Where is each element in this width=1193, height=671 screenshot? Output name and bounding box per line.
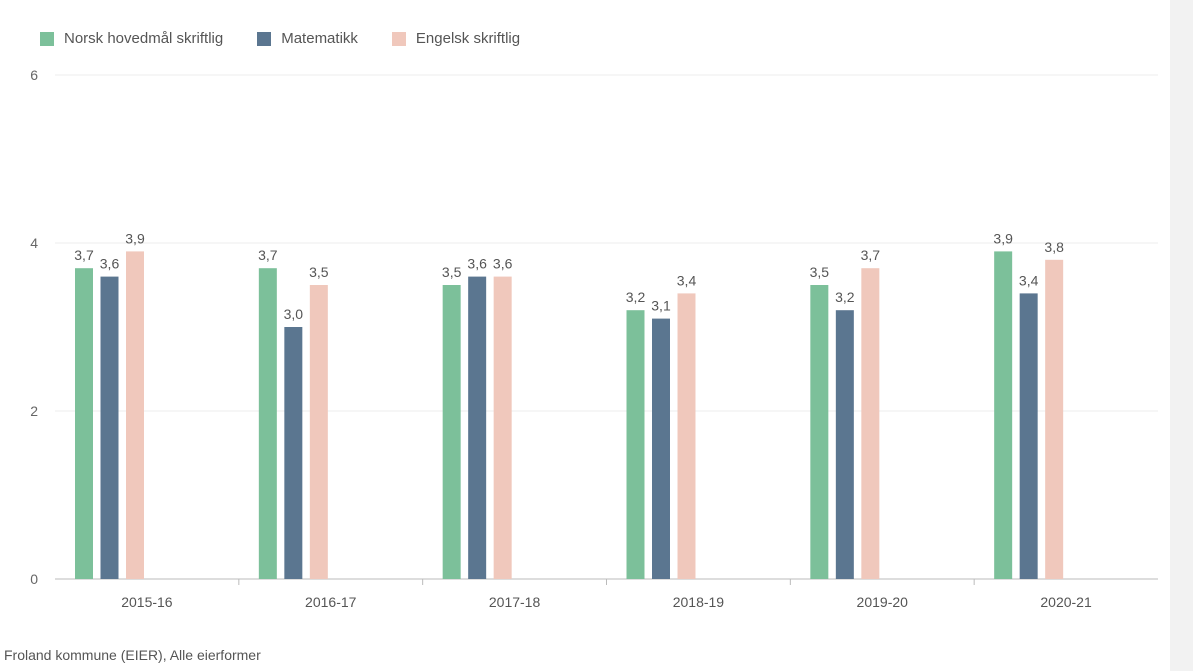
- bar: [126, 251, 144, 579]
- data-label: 3,6: [467, 256, 487, 272]
- data-label: 3,4: [1019, 272, 1039, 288]
- data-label: 3,6: [493, 256, 513, 272]
- data-label: 3,2: [626, 289, 646, 305]
- bar: [100, 276, 119, 579]
- bar: [1045, 259, 1064, 579]
- data-label: 3,0: [284, 306, 304, 322]
- bar: [442, 285, 461, 579]
- legend: Norsk hovedmål skriftlig Matematikk Enge…: [40, 30, 554, 47]
- bar: [258, 268, 277, 579]
- data-label: 3,5: [810, 264, 830, 280]
- footer-source: Froland kommune (EIER), Alle eierformer: [4, 647, 261, 663]
- data-label: 3,7: [258, 247, 278, 263]
- bar: [309, 285, 328, 579]
- y-tick-label: 6: [30, 67, 38, 83]
- bar: [652, 318, 670, 579]
- bar: [1019, 293, 1038, 579]
- bar: [468, 276, 487, 579]
- legend-item-engelsk[interactable]: Engelsk skriftlig: [391, 30, 521, 47]
- bar: [677, 293, 696, 579]
- data-label: 3,9: [125, 230, 145, 246]
- x-tick-label: 2017-18: [489, 594, 541, 610]
- y-tick-label: 0: [30, 571, 38, 587]
- data-label: 3,7: [861, 247, 881, 263]
- legend-swatch-norsk: [40, 31, 54, 46]
- data-label: 3,4: [677, 272, 697, 288]
- legend-swatch-engelsk: [391, 31, 406, 46]
- legend-swatch-matematikk: [257, 31, 272, 46]
- bar: [626, 310, 645, 579]
- y-tick-label: 4: [30, 235, 38, 251]
- bar: [810, 285, 829, 579]
- y-tick-label: 2: [30, 403, 38, 419]
- x-tick-label: 2015-16: [121, 594, 173, 610]
- legend-item-norsk[interactable]: Norsk hovedmål skriftlig: [40, 30, 223, 47]
- data-label: 3,1: [651, 298, 671, 314]
- data-label: 3,8: [1044, 239, 1064, 255]
- right-edge-panel: [1170, 0, 1193, 671]
- data-label: 3,5: [442, 264, 462, 280]
- x-tick-label: 2018-19: [673, 594, 725, 610]
- data-label: 3,2: [835, 289, 855, 305]
- legend-label-matematikk: Matematikk: [281, 30, 358, 47]
- legend-label-engelsk: Engelsk skriftlig: [415, 30, 521, 47]
- bar: [861, 268, 880, 579]
- data-label: 3,6: [100, 256, 120, 272]
- bar: [284, 327, 303, 579]
- bar: [493, 276, 512, 579]
- data-label: 3,9: [993, 230, 1013, 246]
- bar: [835, 310, 854, 579]
- bar: [994, 251, 1013, 579]
- data-label: 3,5: [309, 264, 329, 280]
- legend-item-matematikk[interactable]: Matematikk: [257, 30, 358, 47]
- data-label: 3,7: [74, 247, 94, 263]
- bar: [75, 268, 93, 579]
- x-tick-label: 2020-21: [1040, 594, 1092, 610]
- legend-label-norsk: Norsk hovedmål skriftlig: [64, 30, 224, 47]
- x-tick-label: 2016-17: [305, 594, 357, 610]
- x-tick-label: 2019-20: [857, 594, 909, 610]
